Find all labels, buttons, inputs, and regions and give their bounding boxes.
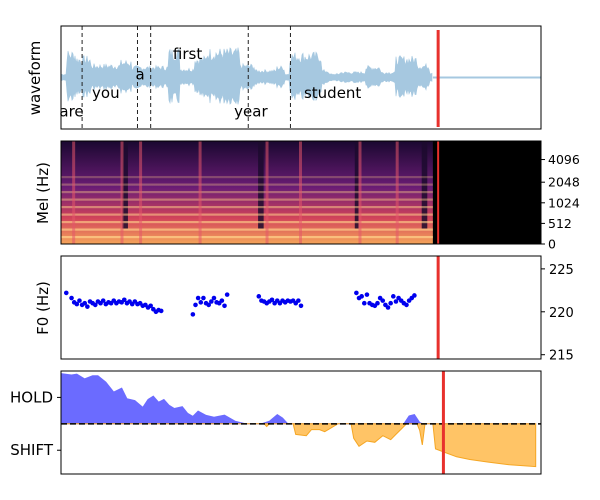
- mel-tick-label: 512: [548, 216, 572, 231]
- f0-panel: 215 220 225 F0 (Hz): [34, 255, 574, 364]
- f0-axes-frame: [60, 255, 542, 360]
- f0-point: [393, 299, 399, 304]
- f0-point: [148, 303, 153, 309]
- mel-ylabel: Mel (Hz): [34, 162, 52, 224]
- f0-point: [359, 294, 364, 299]
- hold-shift-y-ticks: HOLD SHIFT: [10, 388, 61, 459]
- mel-axes-frame: [60, 140, 542, 245]
- word-label-student: student: [304, 84, 361, 102]
- f0-point: [211, 295, 217, 301]
- mel-spectrogram-panel: 0 512 1024 2048 4096 Mel (Hz): [34, 140, 580, 252]
- f0-plot-area: [63, 256, 440, 359]
- hold-shift-axes-frame: [60, 370, 542, 475]
- f0-point: [269, 297, 275, 303]
- f0-point: [354, 290, 359, 296]
- f0-point: [195, 295, 201, 301]
- f0-tick-label: 220: [549, 306, 574, 321]
- hold-area: [61, 373, 536, 425]
- f0-point: [193, 302, 198, 308]
- f0-point: [364, 292, 370, 297]
- f0-point: [63, 290, 69, 296]
- waveform-axes-frame: [60, 25, 542, 130]
- mel-tick-label: 4096: [548, 152, 580, 167]
- f0-y-ticks: 215 220 225: [541, 263, 574, 364]
- f0-point: [256, 294, 262, 299]
- f0-point: [198, 300, 204, 305]
- f0-point: [391, 294, 396, 299]
- mel-plot-area: [61, 141, 541, 244]
- word-label-year: year: [234, 102, 268, 120]
- f0-point: [206, 302, 211, 308]
- f0-point: [209, 299, 214, 304]
- mel-y-ticks: 0 512 1024 2048 4096: [541, 152, 580, 252]
- f0-point: [412, 293, 417, 298]
- f0-point: [158, 308, 164, 314]
- f0-point: [100, 298, 106, 303]
- word-label-first: first: [173, 45, 202, 63]
- word-label-a: a: [136, 65, 145, 83]
- f0-point: [190, 312, 196, 317]
- f0-point: [85, 304, 90, 309]
- waveform-panel: waveform: [26, 25, 542, 130]
- f0-point: [224, 292, 230, 297]
- f0-point: [121, 297, 127, 303]
- mel-tick-label: 1024: [548, 195, 580, 210]
- hold-shift-panel: HOLD SHIFT: [10, 370, 542, 475]
- f0-point: [361, 300, 367, 306]
- hold-shift-tick-label-hold: HOLD: [10, 388, 53, 406]
- f0-point: [296, 298, 301, 303]
- f0-point: [219, 298, 225, 303]
- waveform-plot-area: [61, 26, 541, 129]
- f0-tick-label: 215: [549, 349, 574, 364]
- word-label-are: are: [59, 102, 83, 120]
- f0-point: [201, 295, 206, 301]
- mel-tick-label: 0: [548, 237, 556, 252]
- f0-point: [92, 302, 98, 308]
- f0-ylabel: F0 (Hz): [34, 281, 52, 335]
- word-label-you: you: [92, 84, 120, 102]
- hold-shift-plot-area: [61, 371, 541, 474]
- f0-point: [404, 302, 409, 308]
- waveform-trace: [61, 47, 433, 105]
- f0-point: [77, 298, 82, 303]
- f0-point: [388, 300, 393, 306]
- mel-tick-label: 2048: [548, 175, 580, 190]
- f0-point: [380, 298, 386, 303]
- f0-point: [74, 301, 80, 307]
- f0-point: [82, 300, 88, 306]
- f0-point: [385, 305, 391, 310]
- f0-point: [222, 303, 227, 309]
- waveform-ylabel: waveform: [26, 41, 44, 116]
- f0-point: [375, 300, 380, 306]
- f0-point: [298, 303, 304, 309]
- f0-tick-label: 225: [549, 263, 574, 278]
- shift-area: [61, 423, 537, 468]
- f0-point: [69, 295, 74, 301]
- hold-shift-tick-label-shift: SHIFT: [10, 441, 54, 459]
